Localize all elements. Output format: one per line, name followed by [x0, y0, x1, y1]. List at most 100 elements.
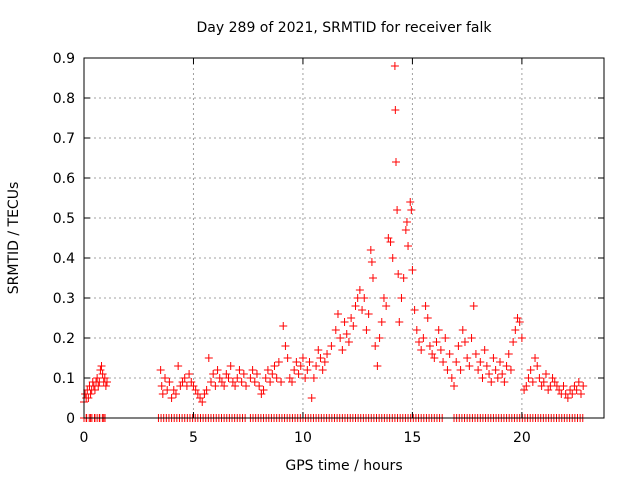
- data-point: [480, 346, 489, 354]
- data-point: [250, 378, 259, 386]
- data-point: [489, 354, 498, 362]
- plot-frame: [83, 57, 605, 419]
- data-point: [340, 318, 349, 326]
- data-point: [386, 238, 395, 246]
- data-point: [511, 326, 520, 334]
- x-axis-label: GPS time / hours: [285, 458, 402, 474]
- data-point: [450, 382, 459, 390]
- data-point: [456, 366, 465, 374]
- data-point: [220, 382, 229, 390]
- data-point: [439, 358, 448, 366]
- data-point: [349, 322, 358, 330]
- data-point: [504, 350, 513, 358]
- data-point: [323, 350, 332, 358]
- data-point: [342, 330, 351, 338]
- data-point: [394, 270, 403, 278]
- data-point: [180, 374, 189, 382]
- data-point: [360, 294, 369, 302]
- data-point: [331, 326, 340, 334]
- data-point: [90, 386, 99, 394]
- data-point: [577, 390, 586, 398]
- data-point: [382, 302, 391, 310]
- data-point: [434, 326, 443, 334]
- data-point: [239, 370, 248, 378]
- data-point: [447, 374, 456, 382]
- y-tick-label: 0.1: [53, 371, 75, 387]
- x-tick-label: 5: [189, 430, 198, 446]
- data-point: [314, 346, 323, 354]
- data-point: [266, 378, 275, 386]
- data-point: [572, 386, 581, 394]
- data-points: [80, 62, 588, 422]
- x-tick-label: 20: [513, 430, 531, 446]
- data-point: [294, 370, 303, 378]
- data-point: [347, 314, 356, 322]
- y-tick-label: 0.7: [53, 131, 75, 147]
- data-point: [211, 382, 220, 390]
- data-point: [469, 302, 478, 310]
- data-point: [419, 334, 428, 342]
- data-point: [491, 366, 500, 374]
- data-point: [482, 362, 491, 370]
- data-point: [533, 362, 542, 370]
- data-point: [467, 334, 476, 342]
- data-point: [391, 106, 400, 114]
- y-tick-label: 0.3: [53, 291, 75, 307]
- data-point: [171, 390, 180, 398]
- data-point: [395, 318, 404, 326]
- data-point: [408, 266, 417, 274]
- data-point: [371, 342, 380, 350]
- data-point: [526, 366, 535, 374]
- data-point: [524, 374, 533, 382]
- data-point: [158, 390, 167, 398]
- data-point: [463, 354, 472, 362]
- data-point: [379, 294, 388, 302]
- data-point: [213, 366, 222, 374]
- data-point: [281, 342, 290, 350]
- data-point: [421, 302, 430, 310]
- data-point: [471, 350, 480, 358]
- data-point: [430, 354, 439, 362]
- data-point: [388, 254, 397, 262]
- data-point: [539, 378, 548, 386]
- data-point: [579, 382, 588, 390]
- y-tick-label: 0.9: [53, 51, 75, 67]
- data-point: [97, 362, 106, 370]
- data-point: [237, 378, 246, 386]
- data-point: [485, 370, 494, 378]
- data-point: [522, 382, 531, 390]
- data-point: [412, 326, 421, 334]
- data-point: [417, 346, 426, 354]
- data-point: [226, 362, 235, 370]
- x-tick-label: 15: [404, 430, 422, 446]
- data-point: [465, 362, 474, 370]
- data-point: [351, 302, 360, 310]
- data-point: [157, 382, 166, 390]
- x-tick-label: 0: [80, 430, 89, 446]
- data-point: [156, 366, 165, 374]
- y-axis-ticks: 0 0.1 0.2 0.3 0.4 0.5 0.6 0.7 0.8 0.9: [53, 51, 604, 427]
- data-point: [528, 378, 537, 386]
- data-point: [443, 366, 452, 374]
- x-tick-label: 10: [294, 430, 312, 446]
- data-point: [288, 378, 296, 386]
- data-point: [252, 370, 261, 378]
- data-point: [474, 366, 483, 374]
- data-point: [320, 358, 329, 366]
- data-point: [165, 378, 174, 386]
- data-point: [397, 294, 406, 302]
- data-point: [101, 382, 110, 390]
- y-tick-label: 0.6: [53, 171, 75, 187]
- data-point: [423, 314, 432, 322]
- data-point: [364, 310, 373, 318]
- data-point: [531, 354, 540, 362]
- data-point: [316, 354, 325, 362]
- data-point: [301, 374, 310, 382]
- data-point: [86, 390, 95, 398]
- data-point: [255, 382, 264, 390]
- data-point: [401, 226, 410, 234]
- data-point: [402, 218, 411, 226]
- data-point: [375, 334, 384, 342]
